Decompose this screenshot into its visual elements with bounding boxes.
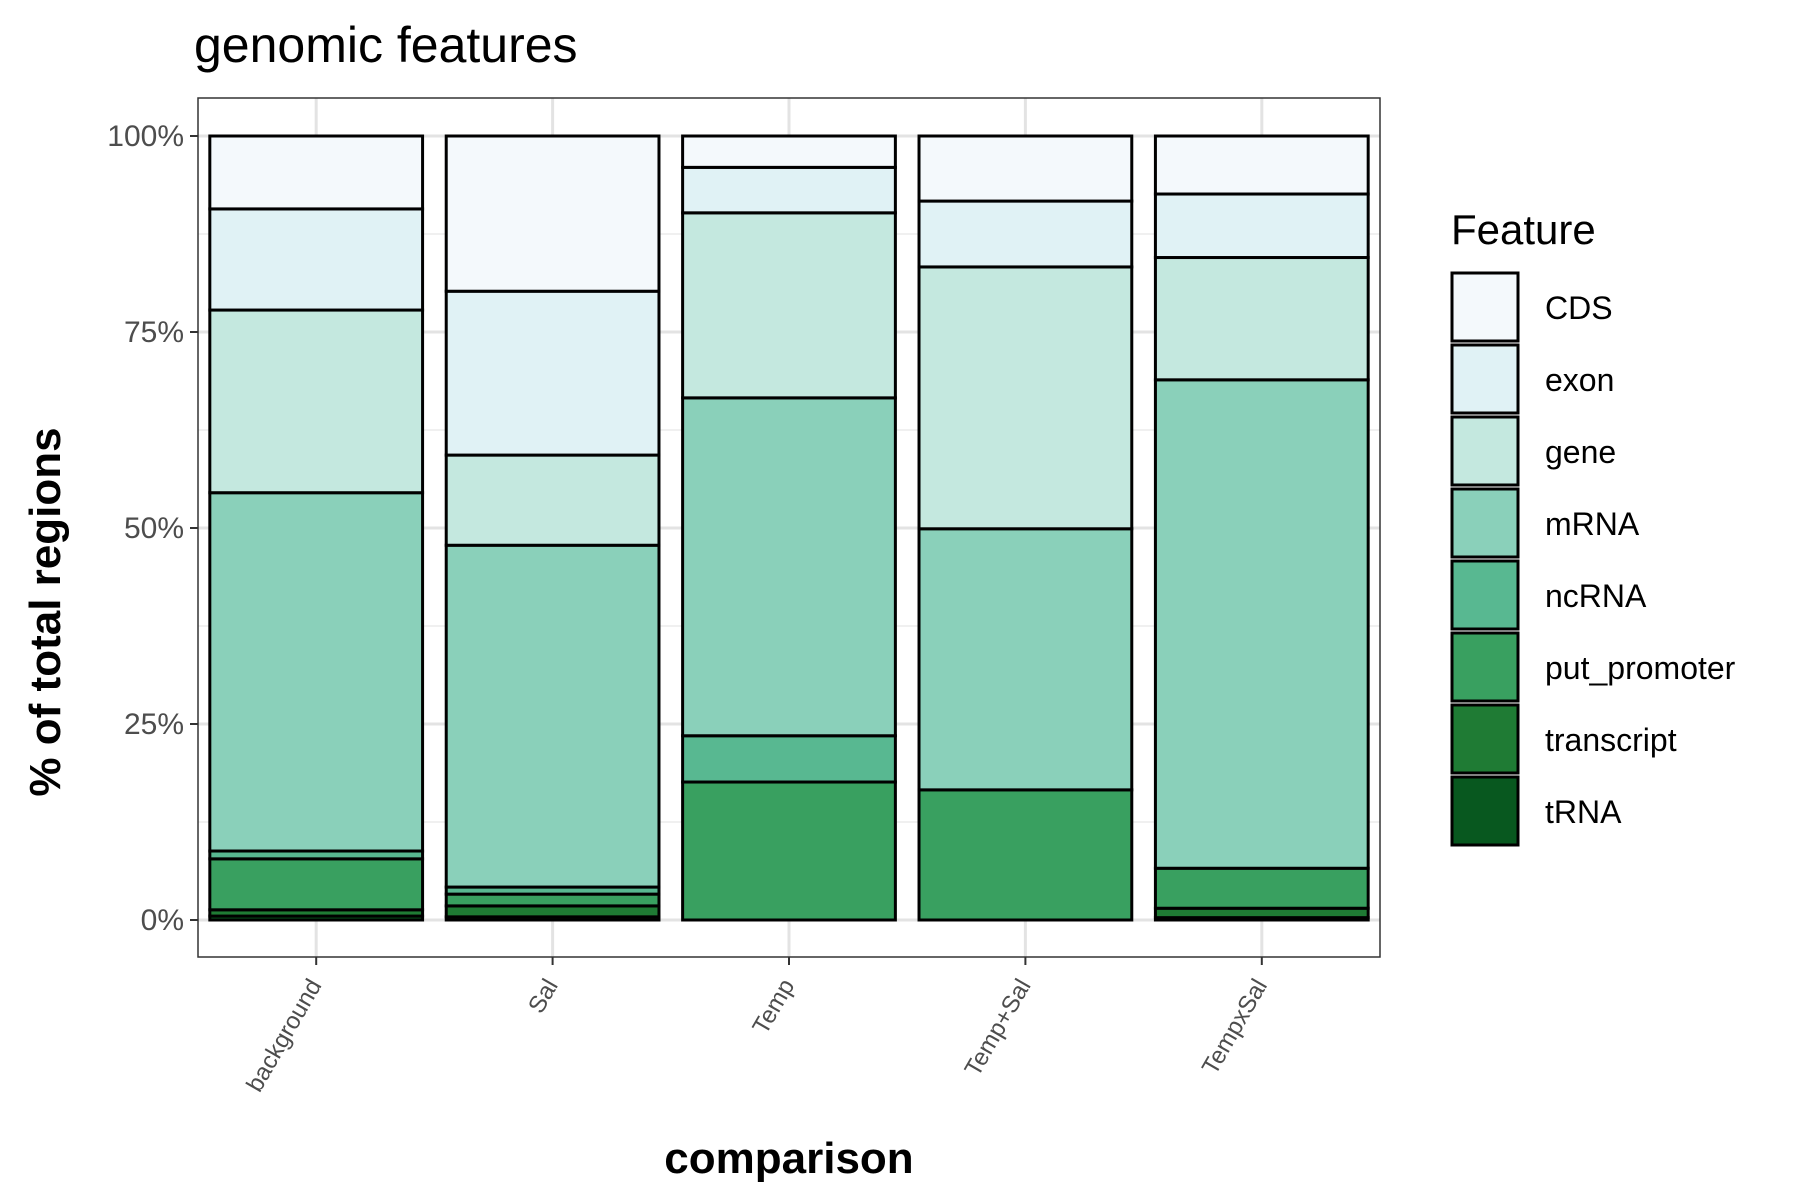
- legend-key-mRNA: [1450, 487, 1520, 559]
- legend: Feature CDS exon gene mRNA ncRNA put_promoter…: [1450, 206, 1736, 847]
- legend-label-gene: gene: [1545, 434, 1616, 470]
- x-tick-label: Temp: [747, 975, 800, 1039]
- bar-segment-transcript: [444, 904, 661, 919]
- bar-segment-CDS: [444, 134, 661, 293]
- bar-segment-mRNA: [917, 527, 1134, 792]
- bar-segment-gene: [681, 211, 897, 400]
- legend-label-ncRNA: ncRNA: [1545, 578, 1647, 614]
- bar-segment-exon: [681, 165, 897, 215]
- x-tick-label: background: [241, 975, 327, 1097]
- legend-key-put_promoter: [1450, 631, 1520, 703]
- legend-label-CDS: CDS: [1545, 290, 1613, 326]
- legend-key-ncRNA: [1450, 559, 1520, 631]
- legend-title: Feature: [1451, 206, 1596, 253]
- bar-segment-mRNA: [444, 543, 661, 889]
- bar-segment-put_promoter: [681, 780, 897, 922]
- bar-segment-gene: [1153, 256, 1370, 382]
- bar-segment-gene: [208, 308, 425, 495]
- bar-segment-gene: [444, 453, 661, 547]
- x-axis: background Sal Temp Temp+Sal TempxSal: [241, 957, 1273, 1097]
- legend-label-tRNA: tRNA: [1545, 794, 1622, 830]
- legend-key-gene: [1450, 415, 1520, 487]
- legend-key-exon: [1450, 343, 1520, 415]
- y-tick-label: 0%: [141, 904, 184, 937]
- bar-segment-gene: [917, 265, 1134, 531]
- y-tick-label: 25%: [124, 708, 184, 741]
- x-axis-title: comparison: [664, 1134, 913, 1183]
- bar-segment-CDS: [208, 134, 425, 211]
- legend-key-CDS: [1450, 271, 1520, 343]
- legend-label-transcript: transcript: [1545, 722, 1677, 758]
- chart-title: genomic features: [194, 17, 578, 73]
- bar-segment-exon: [1153, 192, 1370, 260]
- bar-segment-mRNA: [681, 396, 897, 738]
- y-tick-label: 75%: [124, 316, 184, 349]
- legend-label-mRNA: mRNA: [1545, 506, 1640, 542]
- bar-segment-put_promoter: [208, 857, 425, 912]
- y-axis-title: % of total regions: [21, 427, 70, 796]
- bars: [208, 134, 1370, 922]
- x-tick-label: Sal: [523, 975, 564, 1019]
- legend-key-transcript: [1450, 703, 1520, 775]
- x-tick-label: Temp+Sal: [960, 975, 1037, 1082]
- bar-segment-mRNA: [1153, 378, 1370, 870]
- legend-key-tRNA: [1450, 775, 1520, 847]
- legend-label-exon: exon: [1545, 362, 1614, 398]
- bar-segment-put_promoter: [917, 788, 1134, 922]
- bar-segment-exon: [917, 199, 1134, 269]
- y-axis: 0% 25% 50% 75% 100%: [107, 120, 198, 937]
- y-tick-label: 100%: [107, 120, 184, 153]
- bar-segment-CDS: [1153, 134, 1370, 196]
- x-tick-label: TempxSal: [1197, 975, 1273, 1080]
- bar-segment-put_promoter: [1153, 866, 1370, 910]
- bar-segment-ncRNA: [681, 734, 897, 784]
- y-tick-label: 50%: [124, 512, 184, 545]
- bar-segment-put_promoter: [444, 892, 661, 908]
- bar-segment-CDS: [681, 134, 897, 169]
- legend-label-put_promoter: put_promoter: [1545, 650, 1736, 686]
- bar-segment-exon: [208, 207, 425, 312]
- bar-segment-exon: [444, 289, 661, 457]
- bar-segment-CDS: [917, 134, 1134, 203]
- bar-segment-mRNA: [208, 491, 425, 853]
